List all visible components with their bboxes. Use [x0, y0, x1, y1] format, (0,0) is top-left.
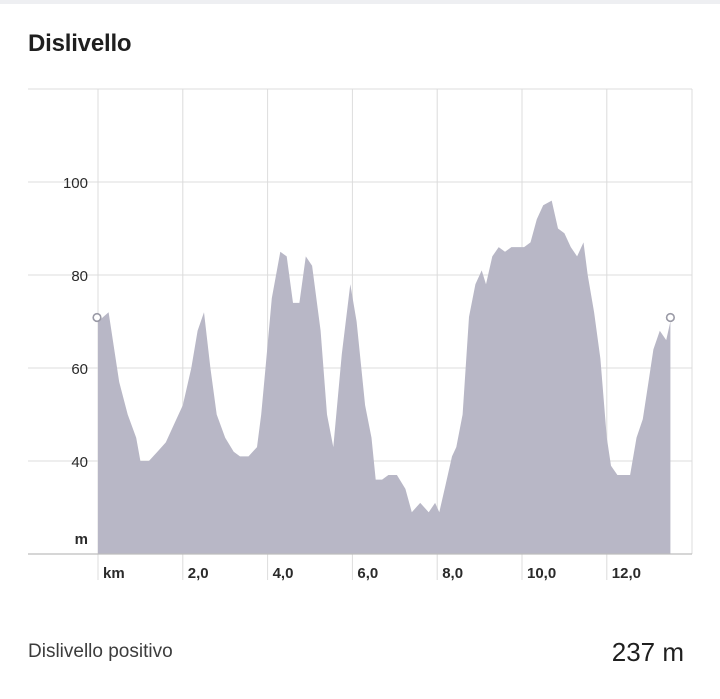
x-tick-label-4: 8,0: [442, 565, 463, 582]
x-tick-label-1: 2,0: [188, 565, 209, 582]
y-unit-label: m: [75, 531, 88, 548]
x-tick-label-0: km: [103, 565, 125, 582]
y-tick-label-60: 60: [71, 361, 88, 378]
x-tick-label-5: 10,0: [527, 565, 556, 582]
section-title: Dislivello: [28, 30, 132, 57]
end-point-marker: [665, 312, 676, 323]
x-tick-label-3: 6,0: [357, 565, 378, 582]
top-divider: [0, 0, 720, 4]
elevation-gain-value: 237 m: [611, 637, 684, 667]
elevation-gain-label: Dislivello positivo: [28, 641, 173, 662]
y-tick-label-80: 80: [71, 268, 88, 285]
y-tick-label-100: 100: [63, 175, 88, 192]
x-tick-label-2: 4,0: [273, 565, 294, 582]
start-point-marker: [92, 312, 102, 323]
elevation-chart: 40 60 80 100 mkm 2,0 4,0 6,0 8,0 10,0 12,0: [28, 88, 693, 582]
x-tick-label-6: 12,0: [612, 565, 641, 582]
elevation-area: [98, 200, 671, 554]
y-tick-label-40: 40: [71, 454, 88, 471]
